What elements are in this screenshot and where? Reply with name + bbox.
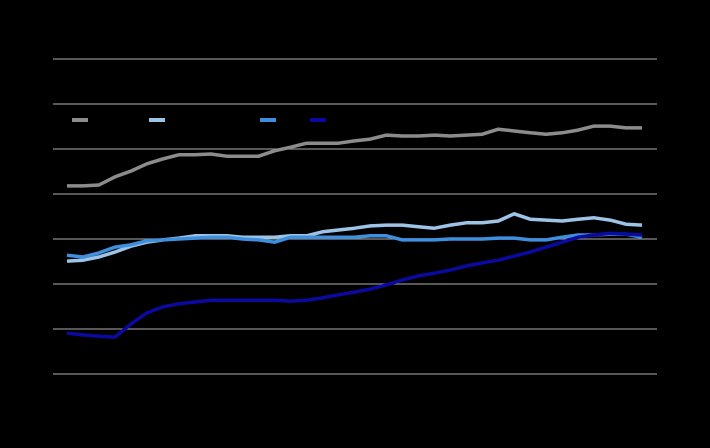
series-line: [66, 232, 643, 259]
series-line: [67, 124, 642, 188]
series-line: [66, 231, 643, 339]
